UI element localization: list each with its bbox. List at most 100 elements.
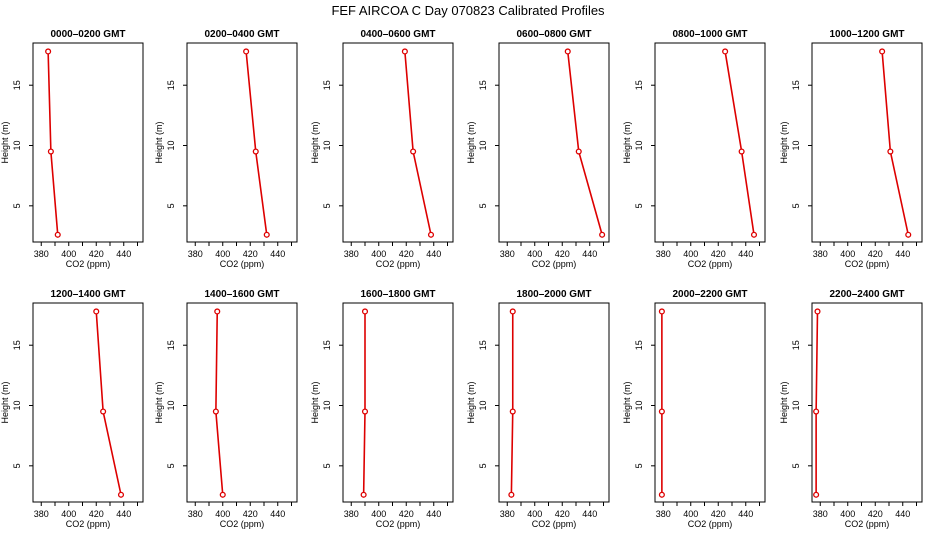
chart-panel-12: 2200–2400 GMT 380 400 420 440 CO2 (ppm) 5 10 15 H…	[779, 289, 923, 529]
profile-line	[245, 51, 268, 235]
data-point	[508, 491, 515, 498]
y-tick-label: 5	[634, 463, 644, 468]
y-tick-label: 5	[322, 203, 332, 208]
plot-frame	[186, 302, 298, 503]
y-tick-label: 15	[12, 80, 22, 90]
x-tick-label: 440	[582, 509, 597, 519]
panel-title: 1800–2000 GMT	[516, 289, 591, 300]
panel-title: 0200–0400 GMT	[204, 29, 279, 40]
plot-frame	[811, 302, 923, 503]
plot-frame	[811, 42, 923, 243]
data-point	[813, 408, 820, 415]
profile-line	[47, 51, 59, 235]
chart-panel-5: 0800–1000 GMT 380 400 420 440 CO2 (ppm) 5 10 15 H…	[622, 29, 766, 269]
y-axis-label: Height (m)	[0, 381, 10, 423]
y-tick-label: 5	[12, 463, 22, 468]
y-tick-label: 15	[634, 340, 644, 350]
y-tick-label: 10	[634, 141, 644, 151]
x-tick-label: 380	[500, 249, 515, 259]
data-point	[722, 48, 729, 55]
x-tick-label: 400	[371, 249, 386, 259]
profile-line	[95, 311, 122, 495]
data-point	[401, 48, 408, 55]
y-tick-label: 10	[791, 141, 801, 151]
data-point	[905, 231, 912, 238]
x-tick-label: 440	[738, 249, 753, 259]
x-tick-label: 400	[527, 249, 542, 259]
x-tick-label: 420	[711, 249, 726, 259]
y-tick-label: 5	[12, 203, 22, 208]
plot-frame	[654, 42, 766, 243]
plot-frame	[186, 42, 298, 243]
x-tick-label: 380	[656, 509, 671, 519]
plot-frame	[32, 302, 144, 503]
plot-frame	[342, 302, 454, 503]
y-tick-label: 5	[322, 463, 332, 468]
x-axis-label: CO2 (ppm)	[66, 259, 111, 269]
panel-title: 0000–0200 GMT	[50, 29, 125, 40]
x-axis-label: CO2 (ppm)	[376, 259, 421, 269]
x-tick-label: 420	[868, 509, 883, 519]
chart-panel-4: 0600–0800 GMT 380 400 420 440 CO2 (ppm) 5 10 15 H…	[466, 29, 610, 269]
panel-title: 2000–2200 GMT	[672, 289, 747, 300]
panel-title: 2200–2400 GMT	[829, 289, 904, 300]
panel-title: 0600–0800 GMT	[516, 29, 591, 40]
x-tick-label: 420	[555, 249, 570, 259]
y-tick-label: 10	[166, 141, 176, 151]
data-point	[361, 308, 369, 315]
x-tick-label: 440	[116, 249, 131, 259]
x-tick-label: 400	[61, 249, 76, 259]
x-axis-label: CO2 (ppm)	[688, 259, 733, 269]
y-axis-label: Height (m)	[466, 121, 476, 163]
x-axis-label: CO2 (ppm)	[845, 519, 890, 529]
y-tick-label: 5	[478, 463, 488, 468]
x-tick-label: 380	[188, 509, 203, 519]
y-tick-label: 10	[478, 401, 488, 411]
x-tick-label: 440	[582, 249, 597, 259]
x-tick-label: 440	[738, 509, 753, 519]
y-tick-label: 5	[791, 203, 801, 208]
y-axis-label: Height (m)	[779, 121, 789, 163]
chart-panel-6: 1000–1200 GMT 380 400 420 440 CO2 (ppm) 5 10 15 H…	[779, 29, 923, 269]
figure-title: FEF AIRCOA C Day 070823 Calibrated Profi…	[331, 3, 605, 18]
y-tick-label: 10	[791, 401, 801, 411]
chart-panel-2: 0200–0400 GMT 380 400 420 440 CO2 (ppm) 5 10 15 H…	[154, 29, 298, 269]
x-tick-label: 400	[840, 249, 855, 259]
data-point	[45, 48, 52, 55]
profile-line	[881, 51, 910, 235]
panel-title: 1200–1400 GMT	[50, 289, 125, 300]
x-axis-label: CO2 (ppm)	[220, 259, 265, 269]
y-tick-label: 15	[478, 80, 488, 90]
x-axis-label: CO2 (ppm)	[66, 519, 111, 529]
x-axis-label: CO2 (ppm)	[532, 259, 577, 269]
data-point	[427, 231, 435, 238]
x-tick-label: 420	[555, 509, 570, 519]
data-point	[117, 491, 125, 498]
panel-title: 1000–1200 GMT	[829, 29, 904, 40]
x-tick-label: 420	[89, 249, 104, 259]
y-axis-label: Height (m)	[0, 121, 10, 163]
data-point	[750, 231, 758, 238]
y-tick-label: 15	[322, 340, 332, 350]
x-tick-label: 420	[868, 249, 883, 259]
y-axis-label: Height (m)	[154, 121, 164, 163]
y-tick-label: 5	[634, 203, 644, 208]
x-tick-label: 380	[500, 509, 515, 519]
y-tick-label: 10	[166, 401, 176, 411]
data-point	[575, 148, 582, 155]
plot-frame	[498, 302, 610, 503]
x-tick-label: 400	[215, 509, 230, 519]
data-point	[814, 308, 821, 315]
chart-panel-8: 1400–1600 GMT 380 400 420 440 CO2 (ppm) 5 10 15 H…	[154, 289, 298, 529]
x-tick-label: 420	[243, 249, 258, 259]
y-axis-label: Height (m)	[310, 121, 320, 163]
data-point	[813, 491, 820, 498]
y-axis-label: Height (m)	[779, 381, 789, 423]
y-tick-label: 10	[478, 141, 488, 151]
y-axis-label: Height (m)	[622, 121, 632, 163]
data-point	[887, 148, 894, 155]
x-tick-label: 420	[399, 249, 414, 259]
x-tick-label: 440	[426, 509, 441, 519]
x-tick-label: 380	[344, 249, 359, 259]
